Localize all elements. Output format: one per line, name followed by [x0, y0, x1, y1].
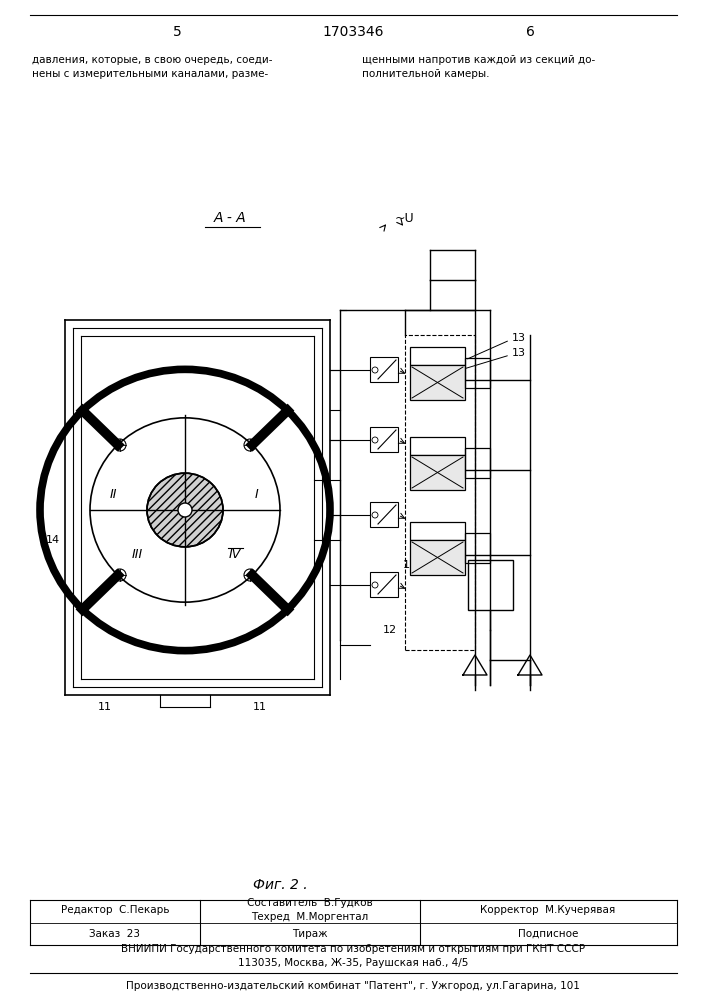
- Bar: [410, 437, 465, 455]
- Text: III: III: [132, 548, 143, 562]
- Text: Фиг. 2 .: Фиг. 2 .: [252, 878, 308, 892]
- Bar: [410, 522, 465, 540]
- Bar: [410, 365, 465, 400]
- Text: щенными напротив каждой из секций до-
полнительной камеры.: щенными напротив каждой из секций до- по…: [362, 55, 595, 79]
- Text: II: II: [110, 488, 117, 502]
- Text: Подписное: Подписное: [518, 929, 578, 939]
- Bar: [468, 560, 513, 610]
- Text: A - A: A - A: [214, 211, 246, 225]
- Bar: [410, 540, 465, 575]
- Text: 12: 12: [383, 625, 397, 635]
- Text: 6: 6: [525, 25, 534, 39]
- Text: ВНИИПИ Государственного комитета по изобретениям и открытиям при ГКНТ СССР
11303: ВНИИПИ Государственного комитета по изоб…: [121, 944, 585, 968]
- Bar: [410, 347, 465, 365]
- Bar: [465, 358, 490, 388]
- Text: 1703346: 1703346: [322, 25, 384, 39]
- Bar: [465, 533, 490, 563]
- Bar: [370, 427, 398, 452]
- Text: ~U: ~U: [395, 212, 414, 225]
- Text: 11: 11: [253, 702, 267, 712]
- Text: 11: 11: [98, 702, 112, 712]
- Ellipse shape: [147, 473, 223, 547]
- Text: Редактор  С.Пекарь: Редактор С.Пекарь: [61, 905, 169, 915]
- Text: 5: 5: [173, 25, 182, 39]
- Bar: [410, 455, 465, 490]
- Text: Производственно-издательский комбинат "Патент", г. Ужгород, ул.Гагарина, 101: Производственно-издательский комбинат "П…: [126, 981, 580, 991]
- Bar: [405, 335, 475, 650]
- Text: Корректор  М.Кучерявая: Корректор М.Кучерявая: [480, 905, 616, 915]
- Text: Заказ  23: Заказ 23: [90, 929, 141, 939]
- Text: Составитель  В.Гудков
Техред  М.Моргентал: Составитель В.Гудков Техред М.Моргентал: [247, 898, 373, 922]
- Bar: [370, 357, 398, 382]
- Text: 12: 12: [403, 560, 417, 570]
- Text: 13: 13: [512, 348, 526, 358]
- Text: 14: 14: [46, 535, 60, 545]
- Bar: [370, 572, 398, 597]
- Circle shape: [178, 503, 192, 517]
- Text: давления, которые, в свою очередь, соеди-
нены с измерительными каналами, разме-: давления, которые, в свою очередь, соеди…: [32, 55, 272, 79]
- Bar: [465, 448, 490, 478]
- Text: I: I: [255, 488, 259, 502]
- Text: Тираж: Тираж: [292, 929, 328, 939]
- Text: 13: 13: [512, 333, 526, 343]
- Bar: [370, 502, 398, 527]
- Text: IV: IV: [229, 548, 241, 562]
